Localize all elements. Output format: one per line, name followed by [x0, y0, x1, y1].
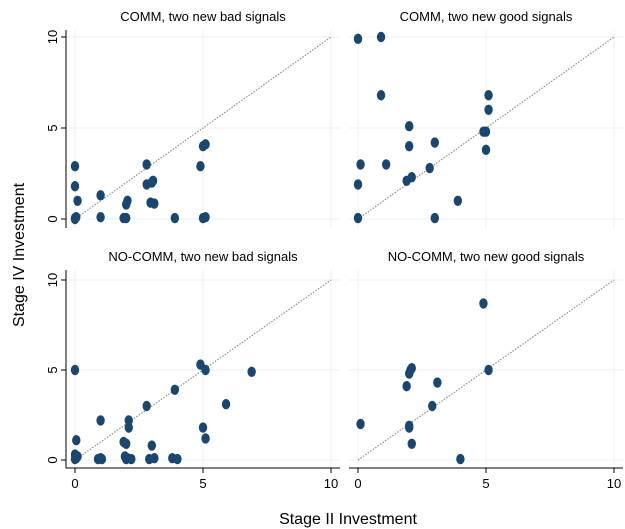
data-point — [484, 90, 493, 101]
panel-title: NO-COMM, two new bad signals — [108, 249, 298, 264]
panel-4: NO-COMM, two new good signals 0 5 10 — [349, 249, 623, 491]
data-point — [405, 120, 414, 132]
data-point — [479, 298, 488, 309]
panel-1: COMM, two new bad signals 0 5 10 — [45, 9, 340, 228]
data-point — [96, 190, 105, 201]
x-axis-title: Stage II Investment — [279, 511, 417, 528]
y-tick-label: 0 — [45, 215, 60, 222]
x-tick-label: 0 — [71, 476, 78, 491]
data-point — [356, 418, 365, 430]
data-point — [97, 453, 107, 465]
data-point — [96, 415, 105, 426]
panel-title: NO-COMM, two new good signals — [388, 249, 585, 264]
data-point — [122, 438, 131, 449]
x-tick-label: 0 — [354, 476, 361, 491]
data-point — [430, 212, 439, 224]
data-point — [428, 400, 437, 412]
data-point — [148, 175, 158, 186]
data-point — [221, 399, 231, 410]
data-point — [96, 211, 105, 223]
panel-3: NO-COMM, two new bad signals 0 5 10 0 5 10 — [45, 249, 340, 491]
data-point — [353, 33, 363, 45]
data-point — [70, 453, 80, 465]
x-tick-label: 10 — [324, 476, 338, 491]
data-point — [481, 144, 491, 156]
data-point — [356, 159, 365, 170]
y-tick-label: 0 — [45, 456, 60, 463]
data-point — [70, 161, 80, 172]
data-point — [481, 126, 491, 137]
data-point — [376, 90, 386, 101]
data-point — [407, 438, 416, 449]
data-point — [122, 212, 131, 224]
data-point — [150, 453, 159, 464]
data-point — [201, 139, 210, 150]
data-point — [425, 162, 434, 174]
y-tick-label: 10 — [45, 273, 60, 287]
data-point — [201, 211, 210, 223]
data-point — [124, 415, 133, 426]
data-point — [142, 159, 151, 170]
data-point — [147, 440, 156, 451]
reference-line — [74, 36, 332, 220]
data-point — [376, 31, 386, 43]
x-tick-label: 10 — [607, 476, 621, 491]
data-point — [173, 453, 182, 465]
x-tick-label: 5 — [199, 476, 206, 491]
data-point — [72, 211, 81, 223]
data-point — [198, 422, 208, 433]
data-point — [196, 161, 205, 172]
data-point — [407, 363, 416, 374]
data-point — [430, 137, 439, 148]
data-point — [201, 433, 210, 444]
data-point — [123, 195, 132, 206]
data-point — [402, 381, 411, 392]
panel-2: COMM, two new good signals — [349, 9, 623, 228]
data-point — [381, 159, 391, 170]
data-point — [247, 366, 256, 377]
data-point — [70, 364, 80, 376]
panel-title: COMM, two new bad signals — [120, 9, 286, 24]
data-point — [170, 212, 180, 224]
data-point — [453, 195, 463, 206]
data-point — [484, 364, 493, 376]
data-point — [456, 453, 465, 465]
x-tick-label: 5 — [482, 476, 489, 491]
y-tick-label: 5 — [45, 366, 60, 373]
data-point — [73, 195, 82, 206]
data-point — [484, 104, 493, 116]
data-point — [353, 179, 363, 190]
data-point — [433, 377, 442, 388]
data-point — [405, 420, 414, 431]
data-point — [170, 384, 180, 395]
y-tick-label: 5 — [45, 124, 60, 131]
data-point — [70, 181, 80, 192]
data-point — [127, 453, 136, 465]
data-point — [72, 435, 81, 446]
data-point — [407, 171, 416, 183]
data-point — [405, 141, 414, 152]
y-axis-title: Stage IV Investment — [11, 182, 28, 327]
data-point — [353, 212, 363, 224]
data-point — [124, 422, 133, 433]
data-point — [150, 198, 159, 209]
data-point — [142, 400, 151, 412]
panel-title: COMM, two new good signals — [400, 9, 573, 24]
data-point — [201, 364, 210, 376]
y-tick-label: 10 — [45, 30, 60, 44]
